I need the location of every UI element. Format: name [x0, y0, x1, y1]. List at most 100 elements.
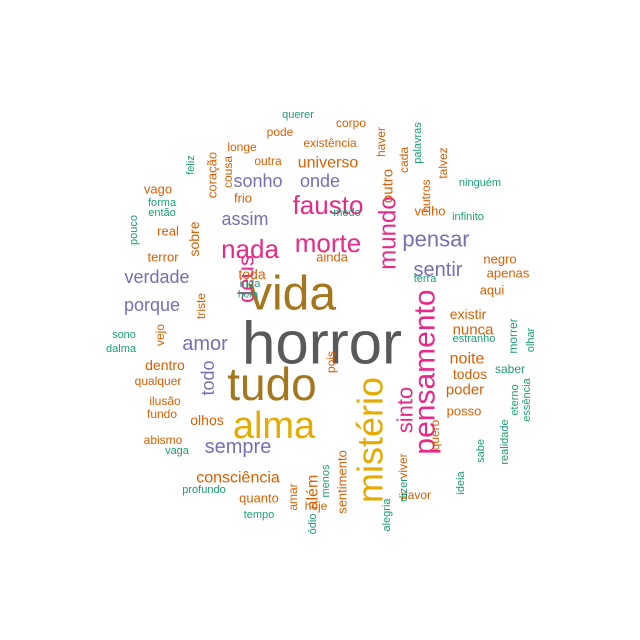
word-pouco: pouco — [128, 215, 140, 245]
word-saber: saber — [495, 362, 525, 376]
word-amor: amor — [182, 333, 228, 355]
word-vida: vida — [248, 268, 336, 321]
word-talvez: talvez — [436, 147, 450, 178]
word-profundo: profundo — [182, 484, 225, 496]
word-todos: todos — [453, 366, 487, 382]
word-nada: nada — [221, 234, 279, 264]
word-feliz: feliz — [185, 155, 197, 175]
word-outra: outra — [254, 154, 282, 168]
word-cada: cada — [397, 147, 411, 173]
word-deus: deus — [234, 255, 259, 303]
word-horror: horror — [242, 310, 402, 377]
word-amar: amar — [286, 483, 300, 510]
word-outro: outro — [380, 169, 397, 203]
word-porque: porque — [124, 295, 180, 315]
word-sobre: sobre — [186, 221, 202, 256]
word-outros: outros — [419, 179, 433, 212]
word-assim: assim — [221, 209, 268, 229]
word-então: então — [148, 207, 176, 219]
word-dalma: dalma — [106, 343, 137, 355]
word-realidade: realidade — [499, 419, 511, 464]
word-sono: sono — [112, 329, 136, 341]
word-forma: forma — [148, 197, 177, 209]
word-abismo: abismo — [144, 433, 183, 447]
word-cousa: cousa — [221, 156, 235, 188]
word-infinito: infinito — [452, 211, 484, 223]
word-essência: essência — [521, 377, 533, 421]
word-pensamento: pensamento — [409, 289, 442, 454]
word-haver: haver — [374, 127, 388, 157]
word-aqui: aqui — [480, 283, 505, 298]
word-ilusão: ilusão — [149, 394, 181, 408]
word-velho: velho — [414, 204, 445, 219]
word-vago: vago — [144, 182, 172, 197]
word-nunca: nunca — [453, 322, 495, 339]
word-onde: onde — [300, 171, 340, 191]
word-real: real — [157, 224, 179, 239]
word-além: além — [305, 475, 322, 510]
word-dentro: dentro — [145, 357, 185, 373]
word-querer: querer — [282, 109, 314, 121]
word-qualquer: qualquer — [135, 374, 182, 388]
word-frio: frio — [234, 191, 252, 206]
word-longe: longe — [227, 140, 257, 154]
word-universo: universo — [298, 155, 359, 172]
word-noite: noite — [450, 351, 485, 368]
word-estranho: estranho — [453, 333, 496, 345]
word-coração: coração — [205, 152, 220, 198]
word-ideia: ideia — [455, 471, 467, 495]
word-pode: pode — [267, 125, 294, 139]
word-dizer: dizer — [398, 478, 410, 502]
word-ódio: ódio — [307, 514, 319, 535]
word-poder: poder — [446, 382, 484, 399]
word-pavor: pavor — [401, 488, 431, 502]
word-pensar: pensar — [402, 227, 469, 252]
word-sabe: sabe — [475, 439, 487, 463]
word-existir: existir — [450, 306, 487, 322]
word-todo: todo — [198, 360, 218, 395]
word-sonho: sonho — [233, 171, 282, 191]
word-mundo: mundo — [375, 196, 402, 269]
word-ninguém: ninguém — [459, 177, 501, 189]
word-alegria: alegria — [381, 498, 393, 532]
word-quanto: quanto — [239, 491, 279, 506]
word-inda: inda — [240, 278, 262, 290]
word-sempre: sempre — [205, 436, 272, 458]
word-fundo: fundo — [147, 407, 177, 421]
word-palavras: palavras — [412, 122, 424, 164]
word-toda: toda — [238, 266, 265, 282]
word-hoje: hoje — [305, 499, 328, 513]
word-fausto: fausto — [293, 190, 364, 220]
word-posso: posso — [447, 404, 482, 419]
word-apenas: apenas — [487, 266, 530, 281]
word-mistério: mistério — [350, 377, 391, 503]
word-verdade: verdade — [124, 267, 189, 287]
word-triste: triste — [194, 293, 208, 319]
word-sentir: sentir — [414, 259, 463, 281]
word-ainda: ainda — [316, 250, 349, 265]
word-alma: alma — [233, 405, 316, 447]
word-medo: medo — [333, 207, 361, 219]
word-terra: terra — [414, 273, 438, 285]
word-pois: pois — [324, 351, 338, 373]
word-sentimento: sentimento — [335, 450, 350, 514]
word-vaga: vaga — [165, 445, 190, 457]
word-corpo: corpo — [336, 116, 366, 130]
word-terror: terror — [147, 250, 179, 265]
word-negro: negro — [483, 252, 516, 267]
word-eterno: eterno — [509, 384, 521, 415]
word-existência: existência — [303, 136, 357, 150]
word-menos: menos — [320, 464, 332, 498]
word-consciência: consciência — [196, 470, 280, 487]
word-vejo: vejo — [153, 324, 167, 346]
word-morrer: morrer — [506, 318, 520, 353]
word-quero: quero — [428, 419, 442, 450]
word-morte: morte — [295, 228, 361, 258]
word-sinto: sinto — [393, 387, 418, 433]
word-olhar: olhar — [525, 327, 537, 352]
word-tudo: tudo — [227, 358, 317, 410]
word-olhos: olhos — [190, 412, 223, 428]
word-tempo: tempo — [244, 509, 275, 521]
